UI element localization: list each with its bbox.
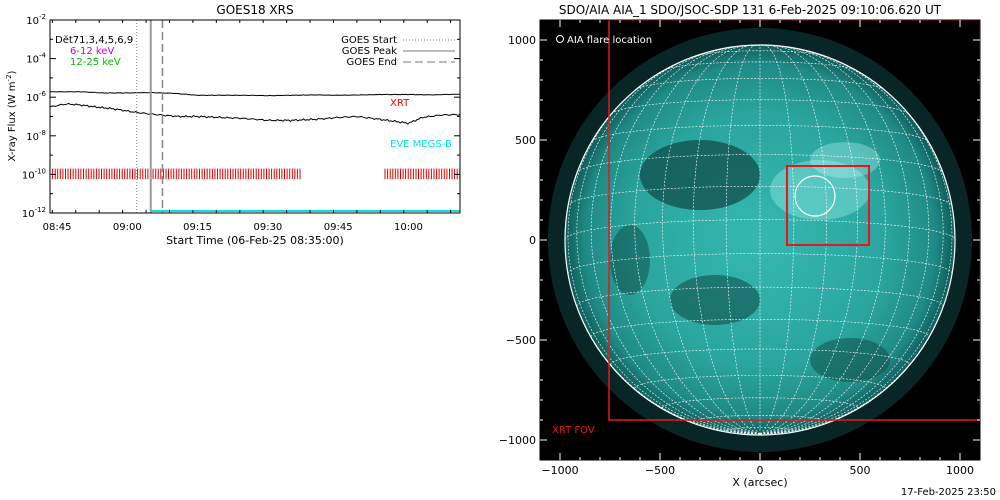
flare-location-circle: [794, 175, 836, 217]
goes-legend-right: GOES Start GOES Peak GOES End: [341, 35, 455, 68]
aia-image-panel: SDO/AIA AIA_1 SDO/JSOC-SDP 131 6-Feb-202…: [500, 3, 981, 489]
dark-region: [670, 275, 760, 325]
goes-xrs-chart: GOES18 XRS 10-12 10-10 10-8 10-6 10-4 10-2 08…: [5, 3, 461, 247]
timestamp: 17-Feb-2025 23:50: [900, 487, 996, 498]
y-tick-label: 10-10: [22, 167, 46, 181]
y-tick-label: 0: [529, 234, 536, 247]
aia-title: SDO/AIA AIA_1 SDO/JSOC-SDP 131 6-Feb-202…: [559, 3, 942, 17]
grid-longitude-line: [759, 45, 795, 435]
grid-longitude-line: [759, 45, 828, 435]
y-tick-label: 10-6: [26, 90, 46, 104]
goes-legend-left: Dĕt71,3,4,5,6,9 6-12 keV 12-25 keV: [55, 34, 133, 68]
legend-goes-end: GOES End: [347, 57, 397, 68]
legend-detectors: Dĕt71,3,4,5,6,9: [55, 34, 133, 46]
y-tick-label: −500: [506, 334, 536, 347]
x-tick-label: 0: [757, 464, 764, 477]
grid-longitude-line: [610, 47, 761, 435]
x-tick-label: 09:30: [253, 222, 282, 233]
grid-latitude-line: [576, 286, 944, 307]
goes-event-lines: [136, 20, 164, 213]
y-tick-label: 500: [515, 134, 536, 147]
grid-longitude-line: [692, 45, 761, 435]
y-tick-label: 10-4: [26, 52, 46, 66]
grid-latitude-line: [611, 99, 909, 114]
dark-region: [810, 338, 890, 382]
highlight-box: [786, 165, 870, 246]
legend-6-12-kev: 6-12 keV: [70, 46, 114, 57]
xrt-label: XRT: [390, 98, 410, 109]
xrt-fov-box: [608, 20, 980, 421]
aia-legend: AIA flare location: [567, 35, 652, 46]
x-tick-label: 08:45: [43, 222, 72, 233]
goes-curves: [49, 91, 461, 212]
aia-overlays: [608, 20, 980, 421]
solar-limb: [564, 44, 956, 436]
x-tick-label: 09:45: [324, 222, 353, 233]
aia-axes: −1000 −500 0 500 1000 −1000 −500 0 500 1000: [500, 20, 980, 477]
dark-region: [640, 140, 760, 210]
grid-longitude-line: [590, 47, 761, 435]
grid-longitude-line: [759, 75, 953, 435]
legend-12-25-kev: 12-25 keV: [70, 57, 121, 68]
xrt-coverage-marks: [49, 168, 461, 180]
grid-longitude-line: [567, 75, 761, 435]
series-line-short: [49, 102, 461, 125]
x-tick-label: 09:00: [113, 222, 142, 233]
series-line-long: [49, 91, 461, 97]
active-region-glow: [770, 160, 870, 220]
grid-longitude-line: [759, 47, 930, 435]
dark-region: [610, 225, 650, 295]
x-tick-label: 10:00: [394, 222, 423, 233]
x-tick-label: −500: [645, 464, 675, 477]
goes-y-axis: 10-12 10-10 10-8 10-6 10-4 10-2: [22, 13, 460, 220]
legend-goes-start: GOES Start: [341, 35, 397, 46]
disk-features: [610, 140, 890, 382]
legend-flare-marker: [556, 35, 564, 43]
goes-y-label: X-ray Flux (W m-2): [5, 70, 18, 161]
aia-image-layer: [548, 20, 980, 452]
x-tick-label: 09:15: [183, 222, 212, 233]
y-tick-label: 10-12: [22, 206, 46, 220]
grid-longitude-line: [576, 53, 761, 435]
grid-latitude-line: [567, 186, 953, 206]
grid-longitude-line: [759, 47, 910, 435]
grid-longitude-line: [759, 45, 858, 435]
y-tick-label: 10-2: [26, 13, 46, 27]
goes-chart-title: GOES18 XRS: [216, 3, 293, 17]
eve-megs-b-label: EVE MEGS-B: [390, 139, 452, 150]
aia-x-label: X (arcsec): [732, 476, 787, 489]
grid-longitude-line: [725, 45, 761, 435]
y-tick-label: −1000: [500, 434, 536, 447]
x-tick-label: −1000: [541, 464, 578, 477]
heliographic-grid: [564, 45, 956, 435]
grid-longitude-line: [759, 53, 944, 435]
xrt-fov-label: XRT FOV: [552, 425, 595, 436]
x-tick-label: 500: [850, 464, 871, 477]
y-tick-label: 1000: [508, 34, 536, 47]
goes-x-label: Start Time (06-Feb-25 08:35:00): [166, 234, 344, 247]
grid-longitude-line: [662, 45, 761, 435]
grid-latitude-line: [576, 154, 944, 173]
active-region-glow: [810, 142, 880, 178]
y-tick-label: 10-8: [26, 129, 46, 143]
x-tick-label: 1000: [946, 464, 974, 477]
goes-x-axis: 08:45 09:00 09:15 09:30 09:45 10:00: [43, 20, 452, 233]
legend-goes-peak: GOES Peak: [342, 46, 397, 57]
